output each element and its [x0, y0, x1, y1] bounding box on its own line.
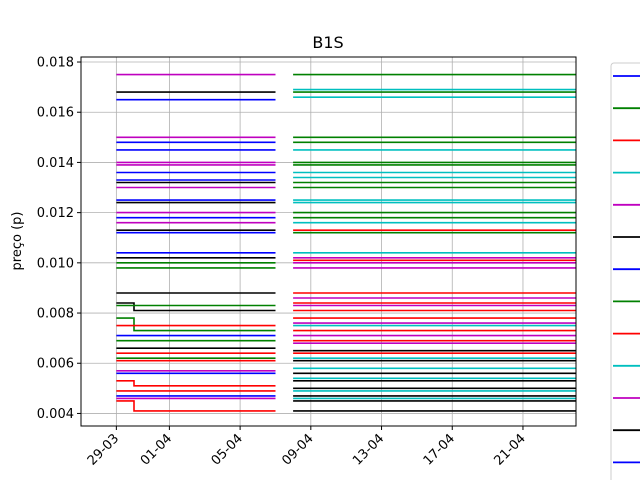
y-tick-label: 0.004	[37, 407, 74, 422]
series-lines	[116, 73, 576, 412]
plot-area-frame	[80, 56, 577, 427]
y-tick-label: 0.010	[37, 256, 74, 271]
y-tick-label: 0.014	[37, 156, 74, 171]
y-axis-label: preço (p)	[10, 212, 25, 271]
y-tick-label: 0.016	[37, 106, 74, 121]
series-line	[116, 379, 276, 387]
legend	[610, 62, 640, 480]
series-line	[116, 317, 276, 332]
chart-title: B1S	[312, 33, 343, 52]
series-line	[116, 400, 276, 412]
legend-box	[610, 62, 640, 480]
y-tick-label: 0.018	[37, 56, 74, 71]
series-line	[116, 302, 276, 312]
y-axis-ticks: 0.004 0.006 0.008 0.010 0.012 0.014 0.016 0.018	[37, 56, 81, 422]
y-tick-label: 0.008	[37, 307, 74, 322]
y-tick-label: 0.006	[37, 357, 74, 372]
y-tick-label: 0.012	[37, 206, 74, 221]
